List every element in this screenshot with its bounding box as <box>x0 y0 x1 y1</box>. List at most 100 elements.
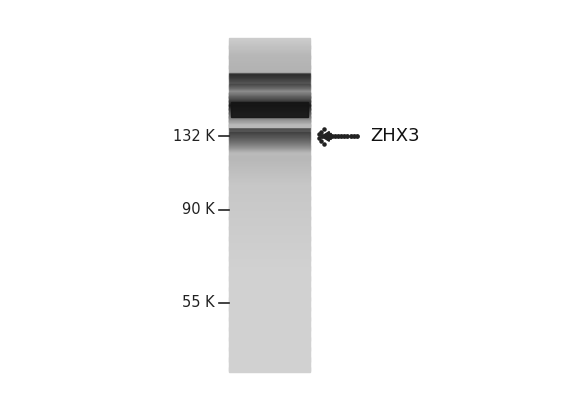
Bar <box>229 156 310 158</box>
Bar <box>229 44 310 46</box>
Bar <box>229 223 310 224</box>
Bar <box>229 336 310 337</box>
Bar <box>229 232 310 233</box>
Bar <box>229 339 310 341</box>
Bar <box>229 83 310 85</box>
Bar <box>229 64 310 66</box>
Bar <box>229 124 310 125</box>
Bar <box>229 112 310 113</box>
Bar <box>229 121 310 122</box>
Point <box>321 133 330 140</box>
Bar <box>229 114 310 115</box>
Bar <box>229 195 310 197</box>
Bar <box>229 346 310 348</box>
Bar <box>229 357 310 359</box>
Point <box>327 133 336 140</box>
Bar <box>229 239 310 241</box>
Bar <box>229 280 310 282</box>
Bar <box>229 197 310 199</box>
Bar <box>229 135 310 137</box>
Bar <box>229 188 310 190</box>
Bar <box>229 132 310 133</box>
Bar <box>229 104 310 105</box>
Bar <box>229 97 310 98</box>
Bar <box>229 111 310 112</box>
Bar <box>229 131 310 132</box>
Bar <box>229 152 310 153</box>
Bar <box>229 122 310 123</box>
Bar <box>229 219 310 221</box>
Bar <box>229 187 310 189</box>
Bar <box>229 143 310 144</box>
Bar <box>229 320 310 322</box>
Bar <box>229 224 310 225</box>
Bar <box>229 99 310 100</box>
Bar <box>229 106 310 108</box>
Bar <box>229 79 310 80</box>
Bar <box>229 50 310 52</box>
Bar <box>229 308 310 310</box>
Bar <box>229 149 310 151</box>
Bar <box>229 245 310 247</box>
Bar <box>229 136 310 138</box>
Bar <box>229 107 310 109</box>
Bar <box>229 151 310 152</box>
Bar <box>229 288 310 290</box>
Bar <box>229 179 310 181</box>
Bar <box>229 291 310 292</box>
Bar <box>229 318 310 320</box>
Bar <box>229 105 310 107</box>
Bar <box>229 352 310 353</box>
Bar <box>229 213 310 214</box>
Bar <box>229 266 310 268</box>
Bar <box>229 59 310 60</box>
Bar <box>229 269 310 271</box>
Bar <box>229 242 310 243</box>
Bar <box>229 311 310 312</box>
Bar <box>229 268 310 270</box>
Bar <box>229 207 310 209</box>
Bar <box>229 67 310 69</box>
Bar <box>229 95 310 96</box>
Bar <box>229 157 310 159</box>
Bar <box>229 123 310 124</box>
Bar <box>229 94 310 96</box>
Bar <box>229 103 310 105</box>
Bar <box>229 237 310 239</box>
Bar <box>229 165 310 166</box>
Bar <box>229 99 310 101</box>
Bar <box>229 248 310 250</box>
Bar <box>229 46 310 48</box>
Bar <box>229 138 310 139</box>
Bar <box>229 289 310 291</box>
Point <box>319 125 328 132</box>
Bar <box>229 300 310 302</box>
Bar <box>229 139 310 141</box>
Bar <box>229 116 310 117</box>
Bar <box>229 304 310 305</box>
Bar <box>229 115 310 116</box>
Text: 132 K: 132 K <box>173 129 215 144</box>
Bar <box>229 210 310 212</box>
Bar <box>229 146 310 148</box>
Bar <box>229 230 310 231</box>
Bar <box>229 189 310 191</box>
Bar <box>229 109 310 111</box>
Bar <box>229 226 310 228</box>
Bar <box>229 366 310 368</box>
Bar <box>229 74 310 76</box>
Bar <box>229 311 310 313</box>
Bar <box>229 297 310 299</box>
Bar <box>229 340 310 342</box>
Bar <box>229 255 310 256</box>
Bar <box>229 111 310 112</box>
Bar <box>229 93 310 94</box>
Bar <box>229 39 310 41</box>
Bar <box>229 131 310 132</box>
Bar <box>229 127 310 128</box>
Bar <box>229 80 310 81</box>
Bar <box>229 91 310 93</box>
Bar <box>229 347 310 349</box>
Bar <box>229 205 310 207</box>
Bar <box>229 121 310 123</box>
